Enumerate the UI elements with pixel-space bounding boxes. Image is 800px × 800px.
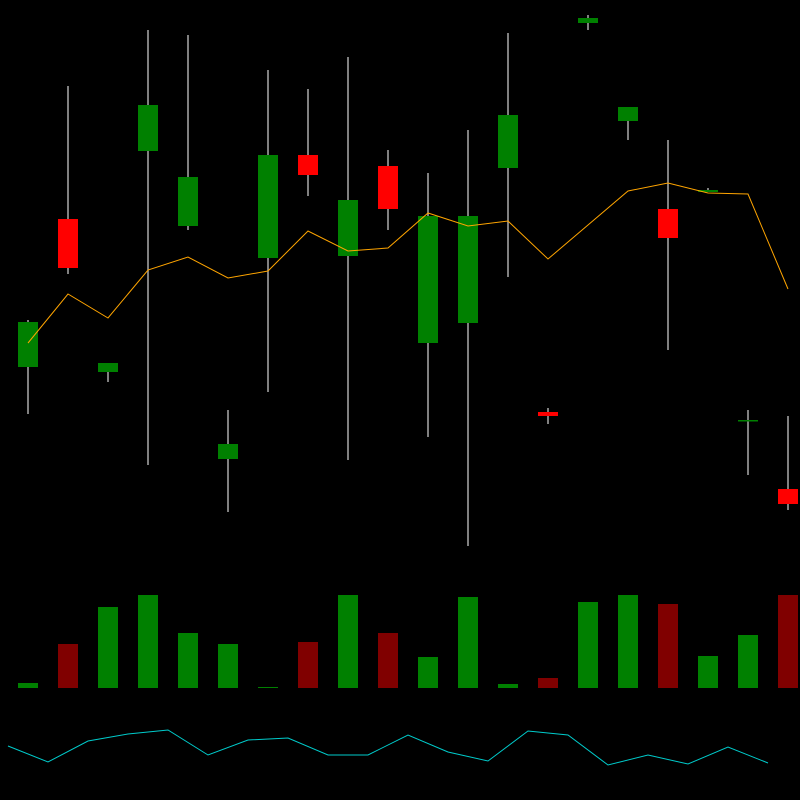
candle-body bbox=[698, 190, 718, 192]
candle-body bbox=[298, 155, 318, 175]
candle-body bbox=[378, 166, 398, 209]
volume-bar bbox=[338, 595, 358, 688]
candle-body bbox=[738, 420, 758, 422]
volume-bar bbox=[418, 657, 438, 688]
candle-body bbox=[458, 216, 478, 323]
candle-body bbox=[258, 155, 278, 258]
volume-bar bbox=[618, 595, 638, 688]
candle-body bbox=[618, 107, 638, 121]
moving-average-line bbox=[27, 182, 789, 344]
candle-body bbox=[498, 115, 518, 168]
candle-body bbox=[578, 18, 598, 23]
candle-body bbox=[18, 322, 38, 367]
volume-bar bbox=[258, 687, 278, 688]
volume-bar bbox=[778, 595, 798, 688]
volume-bar bbox=[578, 602, 598, 688]
candle-body bbox=[778, 489, 798, 504]
volume-bar bbox=[298, 642, 318, 688]
volume-bar bbox=[98, 607, 118, 688]
candle-body bbox=[58, 219, 78, 268]
volume-bar bbox=[498, 684, 518, 688]
candle-body bbox=[338, 200, 358, 256]
volume-bar bbox=[698, 656, 718, 688]
candle-body bbox=[658, 209, 678, 238]
volume-bar bbox=[58, 644, 78, 688]
volume-bar bbox=[738, 635, 758, 688]
indicator-line bbox=[7, 729, 769, 766]
volume-bar bbox=[138, 595, 158, 688]
candle-body bbox=[98, 363, 118, 372]
volume-bar bbox=[218, 644, 238, 688]
volume-bar bbox=[538, 678, 558, 688]
volume-bar bbox=[658, 604, 678, 688]
candle-body bbox=[538, 412, 558, 416]
volume-bar bbox=[378, 633, 398, 688]
volume-bar bbox=[178, 633, 198, 688]
candle-body bbox=[138, 105, 158, 151]
candle-body bbox=[218, 444, 238, 459]
volume-bar bbox=[18, 683, 38, 688]
volume-bar bbox=[458, 597, 478, 688]
candle-body bbox=[178, 177, 198, 226]
candle-body bbox=[418, 216, 438, 343]
